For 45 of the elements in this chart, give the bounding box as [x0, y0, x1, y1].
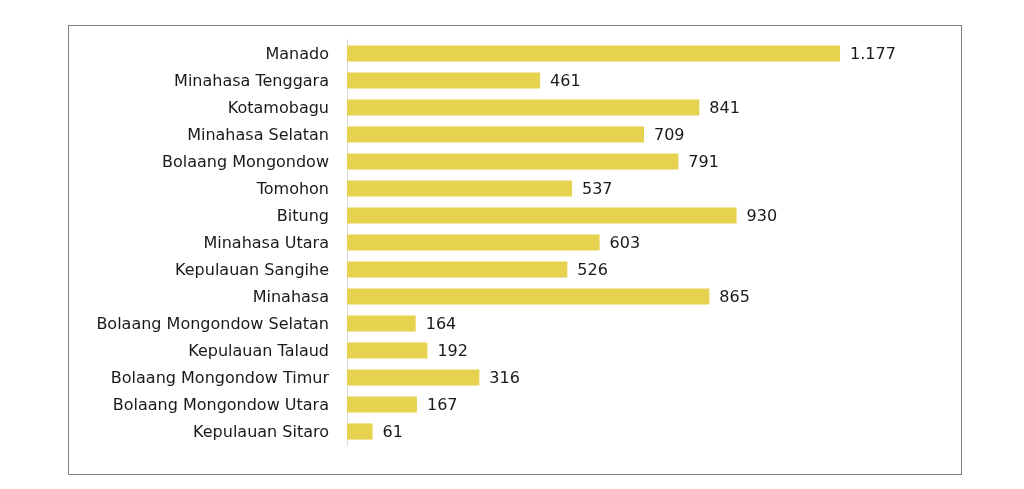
bar: [347, 45, 841, 62]
bar: [347, 261, 568, 278]
data-label: 841: [709, 98, 740, 117]
data-label: 1.177: [850, 44, 896, 63]
y-tick-label: Bolaang Mongondow: [161, 152, 329, 171]
bar: [347, 153, 679, 170]
data-label: 930: [746, 206, 778, 225]
y-tick-label: Bolaang Mongondow Utara: [112, 395, 329, 414]
y-tick-label: Bolaang Mongondow Timur: [110, 368, 330, 387]
data-label: 537: [581, 179, 613, 198]
data-label: 865: [719, 287, 750, 306]
y-tick-label: Kepulauan Sangihe: [175, 260, 329, 279]
bar: [347, 342, 428, 359]
bar: [347, 207, 737, 224]
y-tick-label: Minahasa Tenggara: [174, 71, 329, 90]
bar: [347, 99, 700, 116]
data-label: 192: [437, 341, 468, 360]
data-label: 316: [489, 368, 520, 387]
y-tick-label: Kepulauan Sitaro: [193, 422, 329, 441]
bar: [347, 288, 710, 305]
data-label: 526: [577, 260, 608, 279]
bar: [347, 126, 644, 143]
bar: [347, 369, 480, 386]
data-label: 61: [382, 422, 403, 441]
data-label: 461: [550, 71, 581, 90]
y-tick-label: Minahasa Selatan: [187, 125, 329, 144]
data-label: 167: [426, 395, 458, 414]
bar: [347, 234, 600, 251]
y-tick-label: Bolaang Mongondow Selatan: [96, 314, 329, 333]
bar: [347, 423, 373, 440]
y-tick-label: Bitung: [276, 206, 329, 225]
data-label: 709: [654, 125, 685, 144]
bar: [347, 396, 417, 413]
data-label: 791: [688, 152, 719, 171]
data-label: 164: [425, 314, 457, 333]
y-tick-label: Minahasa Utara: [203, 233, 329, 252]
bar: [347, 180, 572, 197]
y-tick-label: Manado: [265, 44, 329, 63]
y-tick-label: Kepulauan Talaud: [188, 341, 329, 360]
y-tick-label: Minahasa: [252, 287, 329, 306]
data-label: 603: [609, 233, 641, 252]
bar: [347, 315, 416, 332]
y-tick-label: Tomohon: [255, 179, 329, 198]
bar: [347, 72, 541, 89]
y-tick-label: Kotamobagu: [227, 98, 329, 117]
